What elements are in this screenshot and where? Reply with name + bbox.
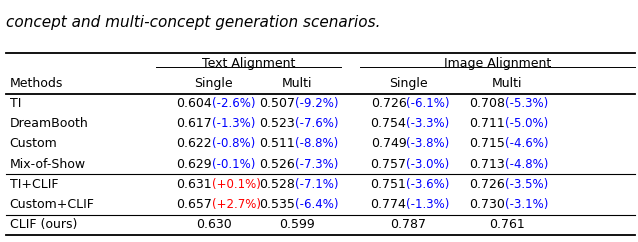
Text: Custom+CLIF: Custom+CLIF (10, 198, 94, 211)
Text: 0.711: 0.711 (470, 117, 505, 130)
Text: 0.757: 0.757 (371, 158, 406, 171)
Text: 0.713: 0.713 (470, 158, 505, 171)
Text: 0.622: 0.622 (176, 137, 212, 151)
Text: (-0.1%): (-0.1%) (212, 158, 255, 171)
Text: Methods: Methods (10, 77, 63, 90)
Text: (-4.8%): (-4.8%) (505, 158, 549, 171)
Text: 0.523: 0.523 (259, 117, 295, 130)
Text: 0.631: 0.631 (176, 178, 212, 191)
Text: Multi: Multi (492, 77, 523, 90)
Text: 0.604: 0.604 (176, 97, 212, 110)
Text: 0.511: 0.511 (259, 137, 295, 151)
Text: 0.526: 0.526 (259, 158, 295, 171)
Text: (-6.1%): (-6.1%) (406, 97, 450, 110)
Text: (-1.3%): (-1.3%) (212, 117, 255, 130)
Text: (+2.7%): (+2.7%) (212, 198, 261, 211)
Text: concept and multi-concept generation scenarios.: concept and multi-concept generation sce… (6, 15, 381, 30)
Text: (-9.2%): (-9.2%) (295, 97, 338, 110)
Text: Image Alignment: Image Alignment (444, 57, 551, 70)
Text: 0.507: 0.507 (259, 97, 295, 110)
Text: 0.749: 0.749 (371, 137, 406, 151)
Text: 0.774: 0.774 (371, 198, 406, 211)
Text: 0.528: 0.528 (259, 178, 295, 191)
Text: (-8.8%): (-8.8%) (295, 137, 338, 151)
Text: (+0.1%): (+0.1%) (212, 178, 261, 191)
Text: (-6.4%): (-6.4%) (295, 198, 338, 211)
Text: CLIF (ours): CLIF (ours) (10, 218, 77, 231)
Text: (-5.0%): (-5.0%) (505, 117, 549, 130)
Text: (-3.6%): (-3.6%) (406, 178, 450, 191)
Text: 0.617: 0.617 (176, 117, 212, 130)
Text: (-5.3%): (-5.3%) (505, 97, 549, 110)
Text: TI+CLIF: TI+CLIF (10, 178, 58, 191)
Text: (-3.0%): (-3.0%) (406, 158, 450, 171)
Text: 0.715: 0.715 (470, 137, 505, 151)
Text: (-0.8%): (-0.8%) (212, 137, 255, 151)
Text: 0.630: 0.630 (196, 218, 232, 231)
Text: 0.761: 0.761 (489, 218, 525, 231)
Text: 0.708: 0.708 (470, 97, 505, 110)
Text: 0.751: 0.751 (371, 178, 406, 191)
Text: (-3.3%): (-3.3%) (406, 117, 450, 130)
Text: 0.754: 0.754 (371, 117, 406, 130)
Text: 0.726: 0.726 (371, 97, 406, 110)
Text: 0.629: 0.629 (176, 158, 212, 171)
Text: Mix-of-Show: Mix-of-Show (10, 158, 85, 171)
Text: Single: Single (389, 77, 427, 90)
Text: (-3.8%): (-3.8%) (406, 137, 450, 151)
Text: (-3.5%): (-3.5%) (505, 178, 549, 191)
Text: (-7.3%): (-7.3%) (295, 158, 338, 171)
Text: DreamBooth: DreamBooth (10, 117, 88, 130)
Text: Custom: Custom (10, 137, 57, 151)
Text: 0.730: 0.730 (470, 198, 505, 211)
Text: (-7.1%): (-7.1%) (295, 178, 338, 191)
Text: Multi: Multi (281, 77, 312, 90)
Text: Single: Single (195, 77, 233, 90)
Text: 0.726: 0.726 (470, 178, 505, 191)
Text: (-3.1%): (-3.1%) (505, 198, 549, 211)
Text: (-1.3%): (-1.3%) (406, 198, 450, 211)
Text: (-7.6%): (-7.6%) (295, 117, 338, 130)
Text: 0.535: 0.535 (259, 198, 295, 211)
Text: Text Alignment: Text Alignment (202, 57, 295, 70)
Text: (-2.6%): (-2.6%) (212, 97, 255, 110)
Text: (-4.6%): (-4.6%) (505, 137, 549, 151)
Text: 0.657: 0.657 (176, 198, 212, 211)
Text: 0.599: 0.599 (279, 218, 315, 231)
Text: 0.787: 0.787 (390, 218, 426, 231)
Text: TI: TI (10, 97, 21, 110)
